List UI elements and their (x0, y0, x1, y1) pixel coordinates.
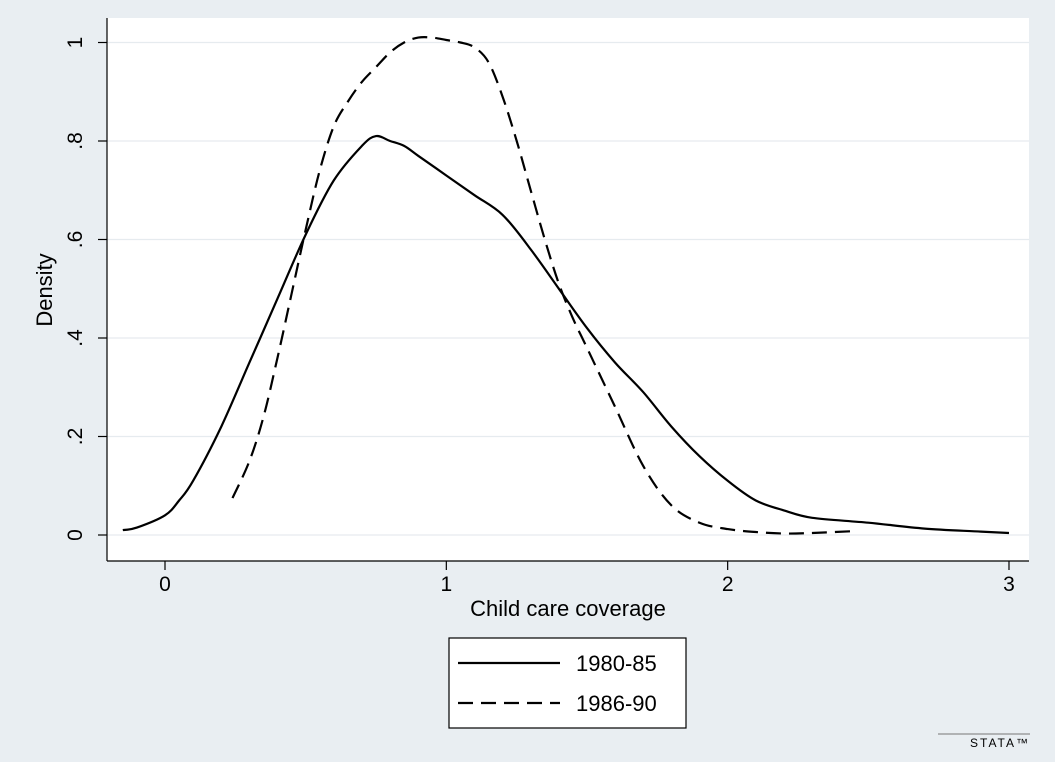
series-line-1986-90 (231, 36, 855, 535)
x-tick-label: 0 (159, 573, 171, 596)
plot-area (107, 18, 1029, 561)
y-tick-label: .6 (64, 231, 87, 249)
stata-logo: STATA™ (970, 736, 1030, 750)
legend: 1980-85 1986-90 (448, 637, 687, 729)
legend-label-1980-85: 1980-85 (576, 651, 657, 676)
y-tick-label: 1 (64, 37, 87, 49)
y-axis-title: Density (32, 253, 57, 326)
y-tick-label: .2 (64, 428, 87, 446)
x-axis-title: Child care coverage (470, 596, 666, 621)
legend-box (448, 637, 687, 729)
y-tick-label: .8 (64, 132, 87, 150)
y-tick-label: .4 (64, 329, 87, 347)
x-tick-label: 2 (722, 573, 734, 596)
series-line-1980-85 (122, 134, 1010, 535)
x-tick-label: 3 (1003, 573, 1015, 596)
series-layer (122, 36, 1010, 535)
axis-ticks: 0 .2 .4 .6 .8 1 0 1 2 3 (64, 37, 1015, 596)
legend-label-1986-90: 1986-90 (576, 691, 657, 716)
y-tick-label: 0 (64, 529, 87, 541)
x-tick-label: 1 (440, 573, 452, 596)
